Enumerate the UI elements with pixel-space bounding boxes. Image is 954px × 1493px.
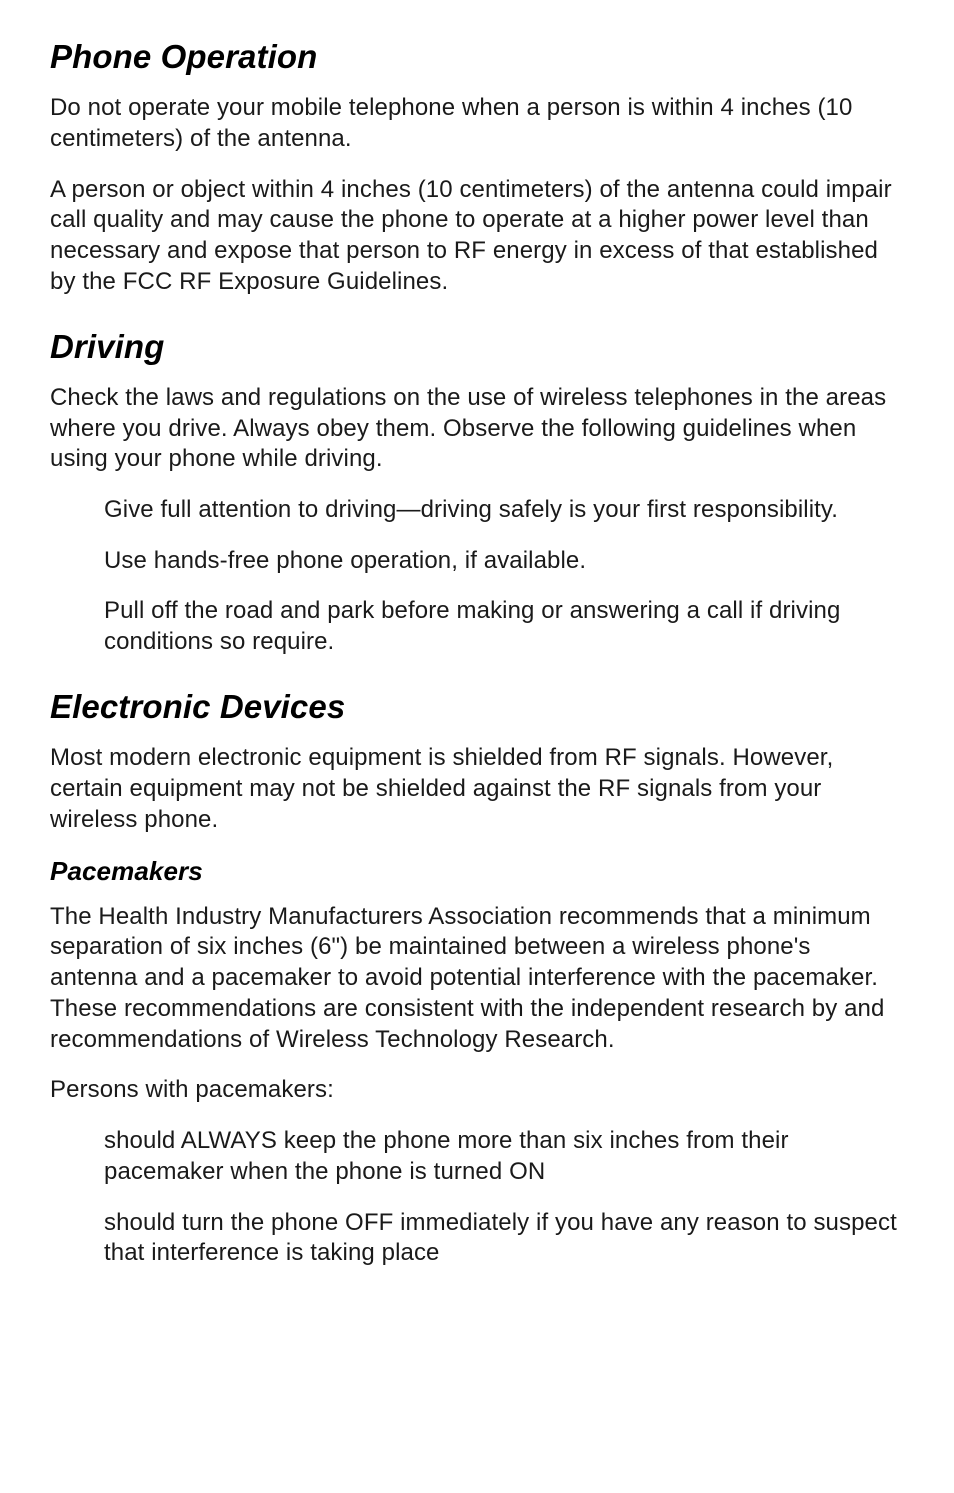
list-item: Give full attention to driving—driving s… [50,495,904,526]
paragraph: Check the laws and regulations on the us… [50,383,904,475]
list-item: should turn the phone OFF immediately if… [50,1208,904,1269]
heading-driving: Driving [50,326,904,367]
heading-phone-operation: Phone Operation [50,36,904,77]
paragraph: The Health Industry Manufacturers Associ… [50,902,904,1056]
paragraph: A person or object within 4 inches (10 c… [50,175,904,298]
heading-pacemakers: Pacemakers [50,855,904,888]
heading-electronic-devices: Electronic Devices [50,686,904,727]
paragraph: Do not operate your mobile telephone whe… [50,93,904,154]
paragraph: Most modern electronic equipment is shie… [50,743,904,835]
list-item: Use hands-free phone operation, if avail… [50,546,904,577]
list-item: should ALWAYS keep the phone more than s… [50,1126,904,1187]
paragraph: Persons with pacemakers: [50,1075,904,1106]
list-item: Pull off the road and park before making… [50,596,904,657]
